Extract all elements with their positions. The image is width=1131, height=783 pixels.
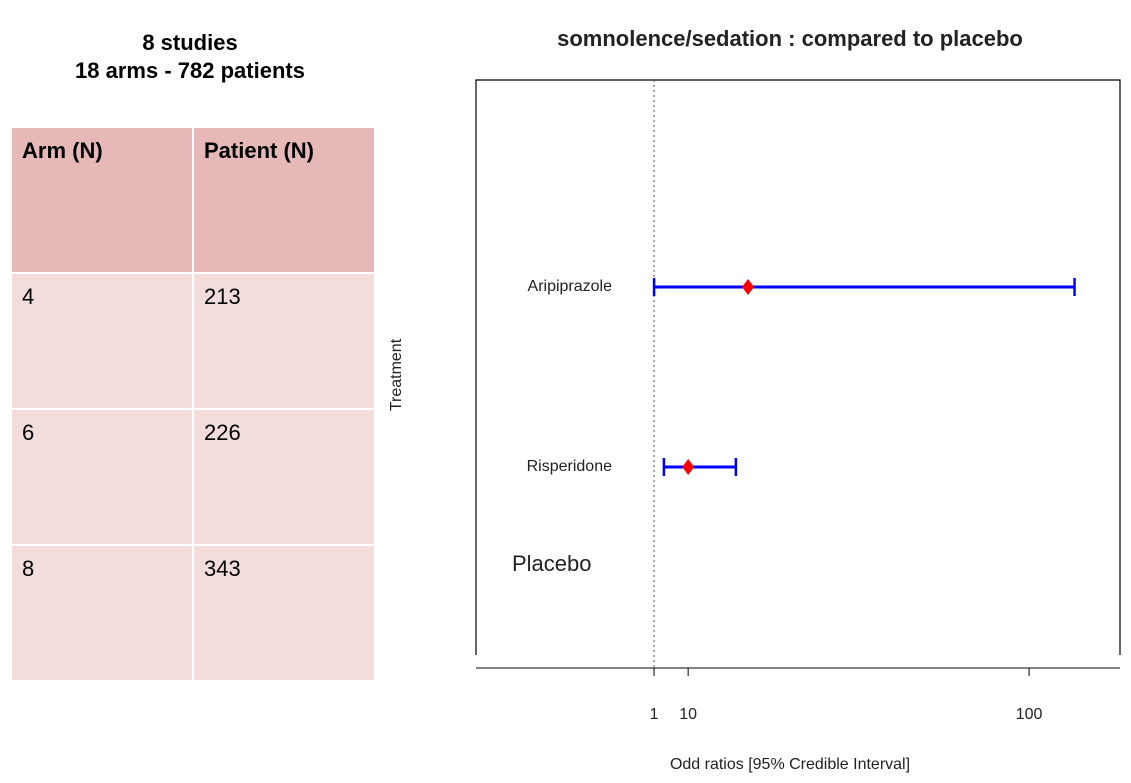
y-axis-label: Treatment [388, 338, 405, 411]
plot-frame [475, 79, 1121, 655]
estimate-point [741, 279, 754, 295]
category-label: Placebo [512, 551, 592, 576]
cell: 4 [10, 272, 194, 410]
cell: 213 [192, 272, 376, 410]
header-cell: Arm (N) [10, 126, 194, 274]
x-tick-label: 1 [650, 706, 659, 723]
category-label: Risperidone [527, 458, 612, 475]
table-subtitle: 18 arms - 782 patients [75, 58, 305, 83]
x-tick-label: 10 [679, 706, 697, 723]
header-cell: Patient (N) [192, 126, 376, 274]
x-tick-label: 100 [1016, 706, 1043, 723]
cell: 8 [10, 544, 194, 682]
cell: 343 [192, 544, 376, 682]
cell: 6 [10, 408, 194, 546]
chart-title: somnolence/sedation : compared to placeb… [557, 26, 1023, 51]
cell: 226 [192, 408, 376, 546]
table-title: 8 studies [142, 30, 238, 55]
category-label: Aripiprazole [528, 278, 613, 295]
estimate-point [682, 459, 695, 475]
x-axis-label: Odd ratios [95% Credible Interval] [670, 756, 910, 773]
summary-table: Arm (N) Patient (N) 4 213 6 226 8 343 [10, 126, 376, 682]
